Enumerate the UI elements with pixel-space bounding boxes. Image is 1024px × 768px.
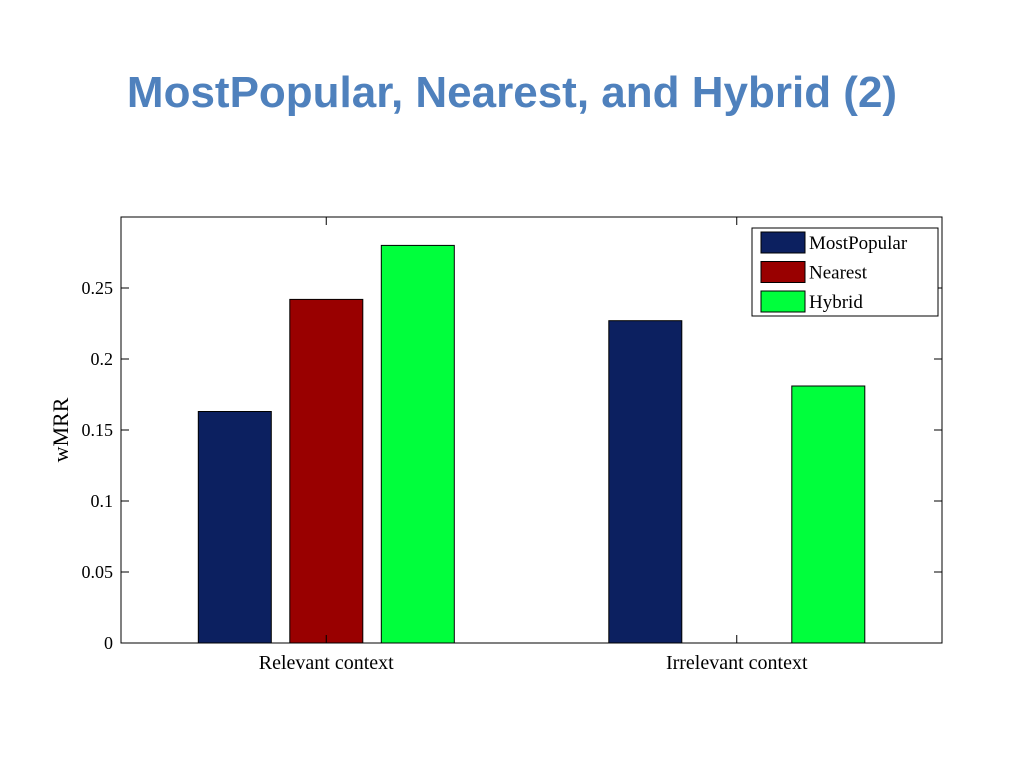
y-tick-label: 0.15 <box>82 420 114 440</box>
x-tick-label: Irrelevant context <box>666 652 808 674</box>
bar-mostpopular-1 <box>197 411 272 644</box>
y-tick-label: 0 <box>104 633 113 653</box>
bar-hybrid-1 <box>380 244 455 644</box>
x-axis: Relevant context Irrelevant context <box>259 217 808 674</box>
legend: MostPopular Nearest Hybrid <box>751 227 939 317</box>
y-axis-label: wMRR <box>48 397 73 462</box>
y-tick-label: 0.25 <box>82 278 114 298</box>
y-tick-label: 0.2 <box>91 349 114 369</box>
legend-label-nearest: Nearest <box>809 263 868 284</box>
page-title: MostPopular, Nearest, and Hybrid (2) <box>126 68 898 117</box>
x-tick-label: Relevant context <box>259 652 394 674</box>
bar-hybrid-2 <box>791 385 866 644</box>
bars-group <box>197 244 866 644</box>
y-tick-label: 0.05 <box>82 562 114 582</box>
bar-nearest-1 <box>289 298 364 644</box>
y-axis: 0 0.05 0.1 0.15 0.2 0.25 <box>82 278 942 653</box>
legend-swatch-nearest <box>760 261 806 283</box>
legend-label-mostpopular: MostPopular <box>809 233 908 254</box>
legend-label-hybrid: Hybrid <box>809 292 863 313</box>
y-tick-label: 0.1 <box>91 491 114 511</box>
bar-mostpopular-2 <box>608 320 683 644</box>
legend-swatch-mostpopular <box>760 231 806 254</box>
legend-swatch-hybrid <box>760 290 806 313</box>
